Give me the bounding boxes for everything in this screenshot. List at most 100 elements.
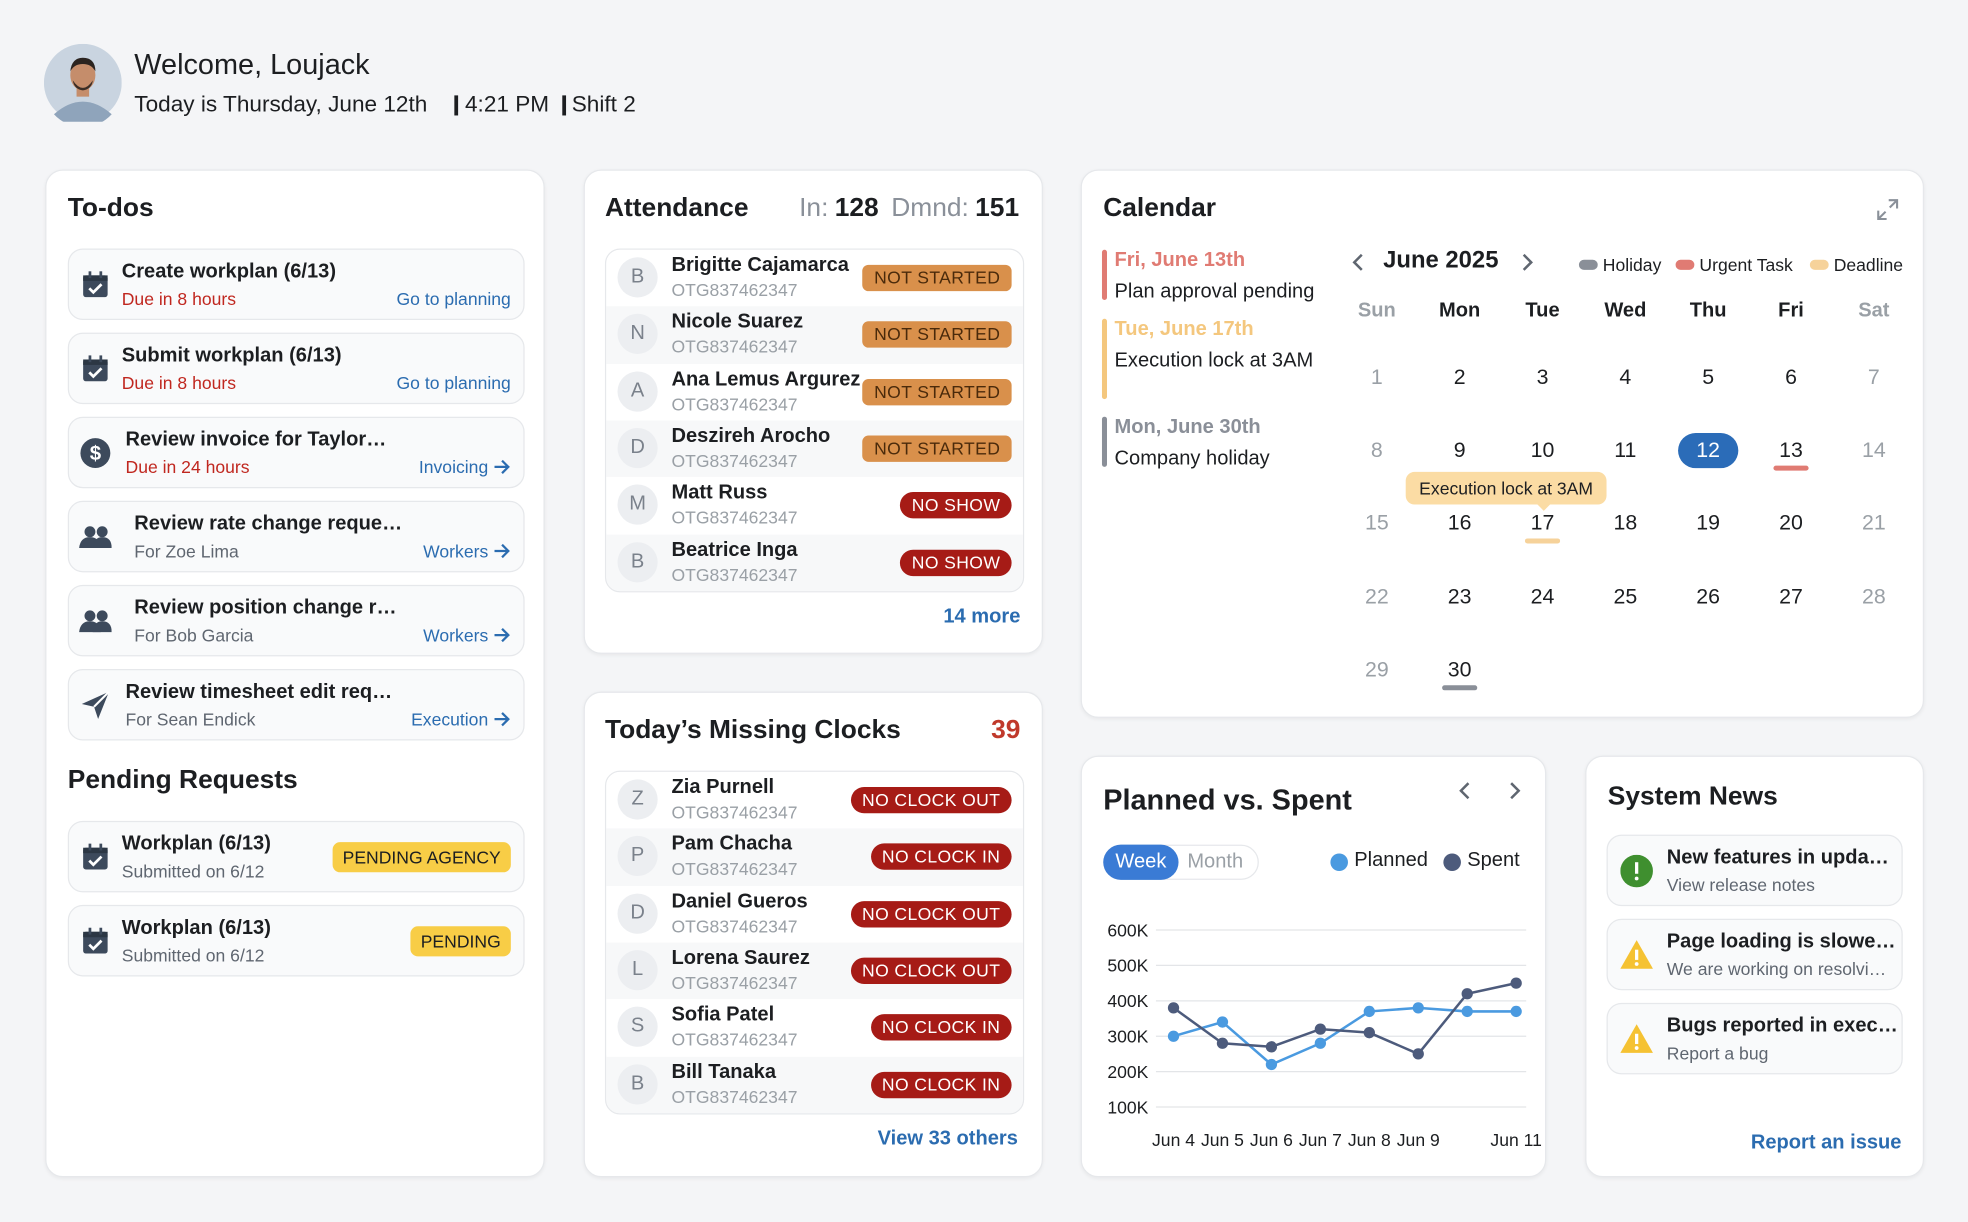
todo-item: Review rate change reque… For Zoe Lima Wor…: [67, 500, 525, 573]
pending-item: Workplan (6/13) Submitted on 6/12 PENDING: [67, 904, 525, 977]
calendar-day[interactable]: 6: [1785, 365, 1797, 390]
toggle-month[interactable]: Month: [1187, 850, 1244, 873]
chart-next: [1507, 779, 1522, 802]
calendar-day[interactable]: 14: [1861, 438, 1886, 462]
todo-link[interactable]: Go to planning: [397, 373, 511, 393]
y-tick-label: 100K: [1107, 1097, 1148, 1117]
status-badge: NOT STARTED: [862, 378, 1012, 405]
time: 4:21 PM: [464, 91, 550, 117]
calendar-day[interactable]: 20: [1779, 510, 1803, 535]
person-initial: L: [617, 949, 658, 991]
person-id: OTG837462347: [671, 393, 798, 414]
person-initial: S: [617, 1006, 658, 1047]
person-id: OTG837462347: [671, 1086, 798, 1107]
dmnd-label: Dmnd:: [891, 193, 969, 223]
people-list: B Brigitte Cajamarca OTG837462347 NOT START…: [604, 248, 1025, 593]
calendar-day[interactable]: 4: [1619, 365, 1632, 390]
link-text[interactable]: Execution: [411, 709, 489, 730]
news-card: System News New features in upda… View rel…: [1585, 755, 1925, 1178]
todo-item: Review timesheet edit req… For Sean Endic…: [67, 668, 525, 741]
news-sub: View release notes: [1666, 874, 1815, 895]
calendar-day[interactable]: 21: [1861, 510, 1886, 535]
more-link[interactable]: View 33 others: [877, 1128, 1018, 1150]
data-point: [1461, 988, 1473, 1000]
weekday: Thu: [1689, 299, 1727, 322]
calendar-day[interactable]: 26: [1696, 584, 1721, 609]
todo-link[interactable]: Workers: [423, 625, 511, 645]
todo-link[interactable]: Go to planning: [397, 289, 511, 309]
link-text[interactable]: Workers: [423, 540, 489, 562]
todo-link[interactable]: Execution: [411, 709, 511, 729]
calendar-day[interactable]: 8: [1370, 438, 1383, 462]
calendar-day[interactable]: 7: [1867, 365, 1880, 390]
calendar-day[interactable]: 22: [1364, 584, 1389, 609]
calendar-day[interactable]: 2: [1453, 365, 1466, 390]
news-title: Page loading is slowe…: [1666, 931, 1896, 953]
toggle-week[interactable]: Week: [1103, 844, 1179, 880]
calendar-day[interactable]: 30: [1447, 657, 1472, 682]
todo-item: Submit workplan (6/13) Due in 8 hours Go t…: [67, 332, 525, 405]
todo-for: For Sean Endick: [125, 709, 256, 730]
calendar-day[interactable]: 15: [1364, 510, 1389, 535]
x-tick-label: Jun 6: [1250, 1130, 1293, 1150]
status-line: Today is Thursday, June 12th 4:21 PM Shift…: [134, 92, 635, 118]
todos-card: To-dos Create workplan (6/13) Due in 8 hou…: [45, 169, 545, 1178]
status-badge: NOT STARTED: [862, 264, 1012, 292]
calendar-day[interactable]: 11: [1614, 438, 1637, 462]
calendar-day[interactable]: 29: [1364, 657, 1389, 682]
status-badge: NO SHOW: [900, 549, 1012, 576]
calendar-day[interactable]: 19: [1696, 510, 1721, 535]
y-tick-label: 400K: [1107, 991, 1148, 1011]
calendar-day[interactable]: 5: [1702, 365, 1715, 390]
pending-item: Workplan (6/13) Submitted on 6/12 PENDING …: [67, 820, 525, 893]
todo-title: Create workplan (6/13): [121, 261, 337, 283]
calendar-day[interactable]: 18: [1613, 510, 1638, 535]
pending-icon: [79, 925, 112, 958]
todo-link[interactable]: Workers: [423, 541, 511, 561]
calendar-day[interactable]: 12: [1696, 438, 1721, 462]
person-name: Daniel Gueros: [671, 890, 808, 912]
tooltip: Execution lock at 3AM: [1405, 471, 1607, 505]
section-title: Pending Requests: [67, 765, 298, 795]
news-item[interactable]: New features in upda… View release notes: [1606, 834, 1903, 907]
news-item[interactable]: Bugs reported in exec… Report a bug: [1606, 1002, 1903, 1075]
selected-day: [1678, 433, 1739, 469]
calendar-day[interactable]: 17: [1530, 510, 1555, 535]
calendar-day[interactable]: 27: [1779, 584, 1803, 609]
person-row: N Nicole Suarez OTG837462347 NOT STARTED: [606, 306, 1023, 364]
todo-due: Due in 8 hours: [121, 372, 237, 393]
status-badge: PENDING AGENCY: [332, 842, 511, 873]
legend-label: Deadline: [1833, 254, 1904, 275]
in-count: 128: [834, 193, 879, 223]
calendar-day[interactable]: 9: [1453, 438, 1466, 462]
data-point: [1265, 1058, 1278, 1071]
link-text[interactable]: Go to planning: [396, 372, 511, 393]
shift: Shift 2: [571, 91, 636, 117]
person-row: P Pam Chacha OTG837462347 NO CLOCK IN: [606, 828, 1023, 886]
person-name: Nicole Suarez: [671, 311, 804, 333]
x-tick-label: Jun 5: [1201, 1130, 1244, 1150]
todo-link[interactable]: Invoicing: [419, 457, 511, 477]
news-icon: [1620, 854, 1653, 888]
calendar-day[interactable]: 13: [1779, 438, 1803, 462]
event-date: Tue, June 17th: [1114, 318, 1254, 341]
person-row: B Brigitte Cajamarca OTG837462347 NOT START…: [606, 249, 1023, 307]
link-text[interactable]: Invoicing: [418, 456, 489, 477]
link-text[interactable]: Workers: [423, 625, 489, 646]
calendar-day[interactable]: 25: [1613, 584, 1638, 609]
person-initial: D: [617, 427, 658, 469]
more-link[interactable]: 14 more: [943, 606, 1021, 628]
link-text[interactable]: Go to planning: [396, 288, 511, 309]
calendar-day[interactable]: 23: [1447, 584, 1472, 609]
calendar-day[interactable]: 28: [1861, 584, 1886, 609]
calendar-day[interactable]: 10: [1530, 438, 1555, 462]
card-title: Attendance: [604, 193, 749, 223]
calendar-day[interactable]: 24: [1530, 584, 1555, 609]
x-tick-label: Jun 8: [1348, 1130, 1391, 1150]
calendar-day[interactable]: 16: [1447, 510, 1472, 535]
data-point: [1314, 1037, 1327, 1049]
calendar-day[interactable]: 1: [1370, 365, 1383, 390]
report-link[interactable]: Report an issue: [1750, 1132, 1902, 1154]
calendar-day[interactable]: 3: [1536, 365, 1549, 390]
news-item[interactable]: Page loading is slowe… We are working on …: [1606, 918, 1903, 991]
